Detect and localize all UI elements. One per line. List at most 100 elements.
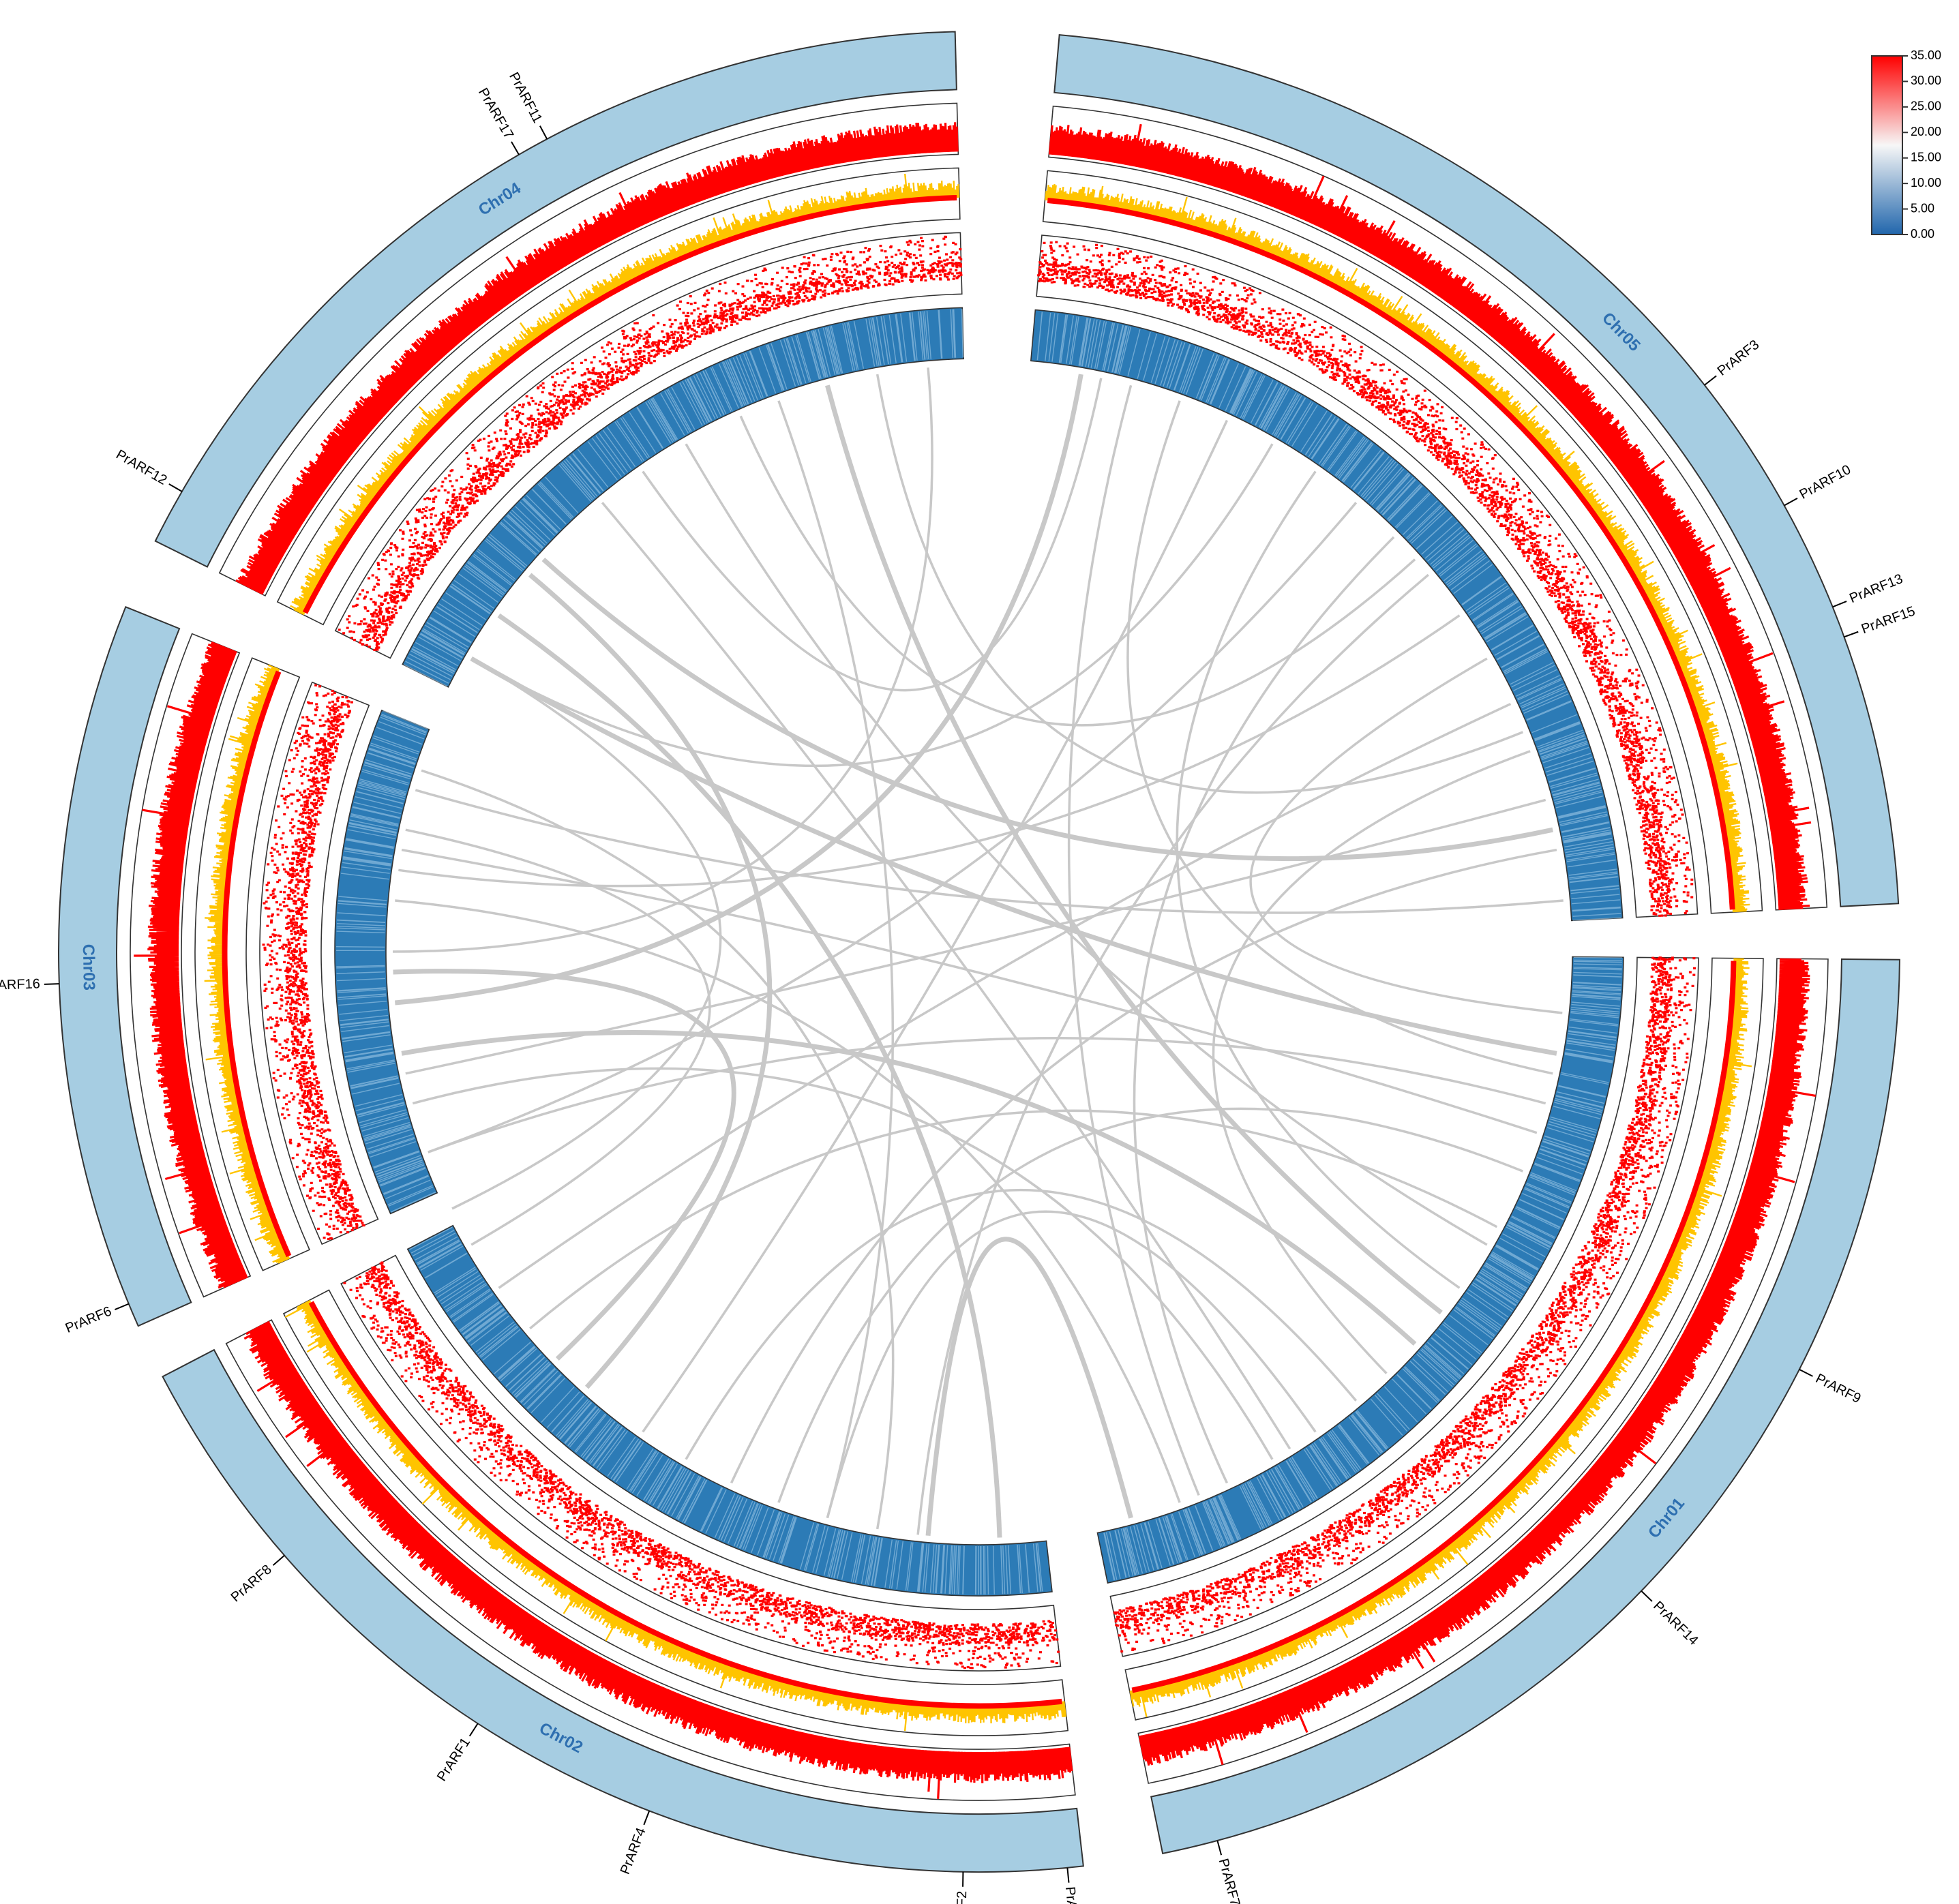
gene-label-prarf8: PrARF8	[228, 1562, 275, 1605]
synteny-link	[393, 969, 736, 1361]
synteny-link	[685, 443, 1488, 1246]
gene-label-prarf17: PrARF17	[475, 86, 516, 142]
expression-heatmap-track	[1030, 309, 1624, 922]
gene-tick	[1832, 601, 1847, 608]
legend-tick-label: 15.00	[1911, 150, 1941, 164]
synteny-link	[428, 502, 1358, 1153]
synteny-link	[398, 614, 1461, 888]
heatmap-cells	[1036, 312, 1621, 921]
gene-tick	[1799, 1368, 1813, 1377]
gene-density-bars	[1138, 958, 1816, 1766]
snp-scatter-points	[262, 684, 365, 1241]
synteny-link	[401, 1030, 1417, 1346]
synteny-link	[685, 1188, 1358, 1460]
gene-label-prarf15: PrARF15	[1859, 604, 1917, 637]
synteny-link	[777, 400, 895, 1519]
ideogram-chr03	[58, 605, 192, 1327]
snp-scatter-points	[1037, 241, 1694, 917]
gene-tick	[115, 1303, 130, 1310]
synteny-link	[1249, 657, 1563, 1014]
gene-label-prarf4: PrARF4	[618, 1826, 649, 1876]
legend-tick-label: 10.00	[1911, 176, 1941, 190]
ideogram-chr02	[162, 1348, 1084, 1873]
gene-tick	[1784, 497, 1798, 507]
synteny-link	[642, 378, 1103, 692]
heatmap-cells	[1103, 956, 1623, 1581]
synteny-link	[428, 1036, 1546, 1153]
gene-tick	[272, 1554, 285, 1566]
synteny-link	[1133, 536, 1395, 1484]
gene-label-prarf14: PrARF14	[1650, 1599, 1701, 1648]
synteny-link	[392, 367, 933, 953]
gc-content-line	[290, 173, 960, 616]
synteny-link	[1067, 384, 1200, 1496]
legend-gradient-bar	[1871, 55, 1903, 235]
gene-tick	[168, 483, 183, 492]
synteny-link	[528, 573, 773, 1389]
gc-content-track	[276, 167, 961, 626]
gc-content-line	[1129, 958, 1752, 1717]
synteny-link	[1176, 470, 1461, 1289]
chromosome-chr04: Chr04	[154, 31, 965, 688]
synteny-link	[825, 384, 1443, 1315]
gene-tick	[1704, 375, 1717, 386]
gene-label-prarf3: PrARF3	[1715, 337, 1763, 379]
synteny-link	[470, 443, 1274, 768]
gene-tick	[511, 141, 520, 155]
gc-content-line	[1045, 183, 1750, 913]
ideogram-chr05	[1053, 34, 1900, 907]
chromosome-chr03: Chr03	[58, 605, 438, 1327]
legend-tick-label: 20.00	[1911, 125, 1941, 138]
heatmap-cells	[335, 710, 436, 1213]
legend-tick-label: 0.00	[1911, 227, 1934, 241]
snp-scatter-points	[343, 1261, 1060, 1669]
gene-density-bars	[1048, 123, 1812, 910]
synteny-link	[451, 657, 722, 1210]
synteny-link	[876, 374, 1524, 794]
gene-density-bars	[134, 641, 248, 1289]
synteny-link	[470, 656, 1557, 1056]
synteny-link	[401, 848, 1538, 1134]
synteny-link	[405, 828, 711, 1246]
gene-tick	[1641, 1590, 1653, 1602]
synteny-link	[415, 789, 1564, 914]
legend-tick-label: 25.00	[1911, 100, 1941, 113]
synteny-link	[777, 1107, 1524, 1503]
ideogram-chr01	[1150, 958, 1900, 1855]
chromosome-chr02: Chr02	[162, 1224, 1084, 1873]
synteny-link	[601, 502, 1291, 1450]
synteny-link	[498, 702, 1512, 1289]
gene-tick	[1216, 1840, 1223, 1856]
gc-content-line	[284, 1299, 1066, 1732]
synteny-link	[642, 419, 1229, 1433]
gene-tick	[1844, 631, 1859, 638]
gene-tick	[539, 125, 548, 140]
gene-tick	[1066, 1867, 1070, 1883]
gene-label-prarf2: PrARF2	[954, 1891, 970, 1904]
synteny-link	[395, 899, 1181, 1503]
color-legend: 35.00 30.00 25.00 20.00 15.00 10.00 5.00 0.00	[1871, 48, 1941, 241]
legend-tick-label: 30.00	[1911, 74, 1941, 87]
gene-label-prarf1: PrARF1	[434, 1735, 473, 1784]
chromosome-chr05: Chr05	[1030, 34, 1900, 922]
gene-label-prarf7: PrARF7	[1216, 1857, 1243, 1904]
synteny-link	[916, 573, 1429, 1535]
synteny-link	[925, 1237, 1133, 1537]
heatmap-cells	[403, 309, 964, 687]
synteny-link	[529, 1109, 1498, 1330]
gene-tick	[643, 1810, 650, 1826]
gc-content-baseline	[222, 670, 292, 1258]
chromosome-chr01: Chr01	[1096, 956, 1900, 1855]
snp-scatter-points	[1113, 956, 1696, 1653]
synteny-link	[826, 1210, 1317, 1519]
legend-tick-label: 5.00	[1911, 201, 1934, 215]
gene-tick	[468, 1723, 479, 1737]
snp-scatter-points	[338, 235, 963, 651]
snp-scatter-track	[1109, 956, 1699, 1657]
gene-label-prarf12: PrARF12	[113, 447, 169, 488]
synteny-link	[421, 769, 895, 1530]
gene-label-prarf5: PrARF5	[1062, 1886, 1082, 1904]
legend-tick-label: 35.00	[1911, 48, 1941, 62]
gene-label-prarf11: PrARF11	[506, 70, 545, 125]
ideogram-chr04	[154, 31, 957, 568]
